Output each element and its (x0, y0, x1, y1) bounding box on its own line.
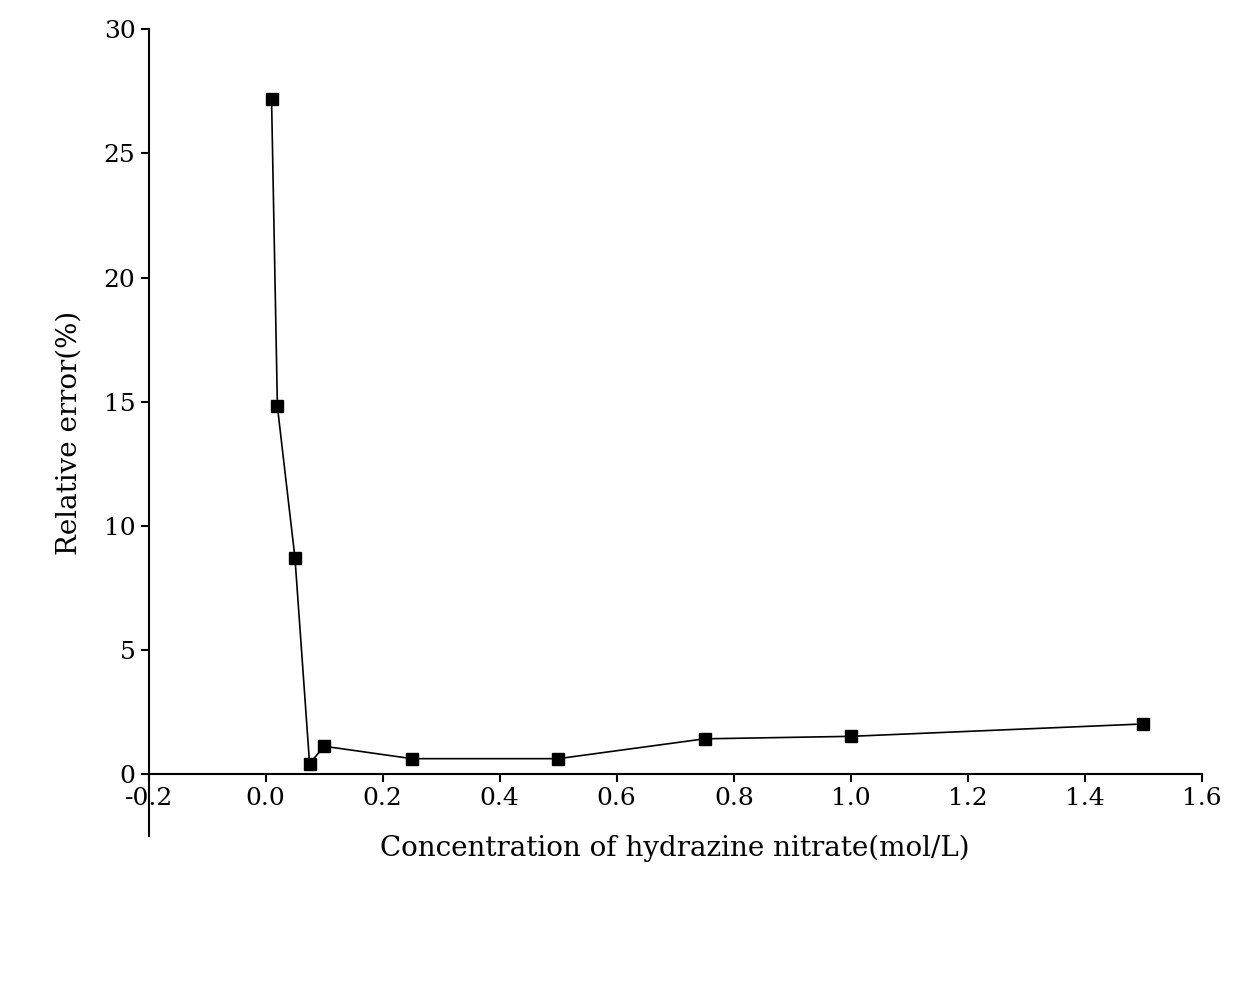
Y-axis label: Relative error(%): Relative error(%) (56, 311, 83, 554)
X-axis label: Concentration of hydrazine nitrate(mol/L): Concentration of hydrazine nitrate(mol/L… (380, 835, 970, 862)
